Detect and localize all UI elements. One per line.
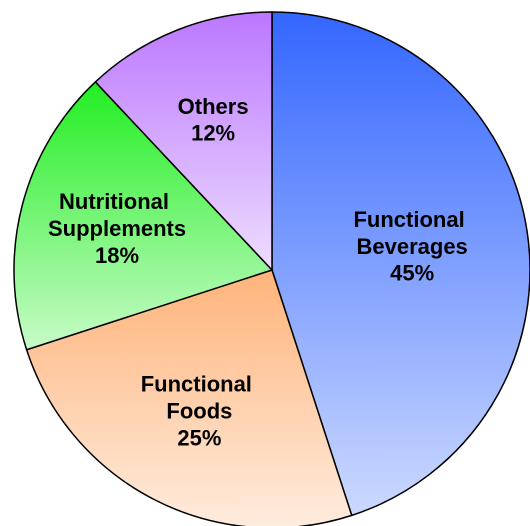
value-label: 12% [191, 121, 235, 146]
slice-label: Functional Beverages [353, 207, 470, 259]
pie-slice [25, 269, 353, 526]
slice-label: Others [178, 94, 249, 119]
value-label: 25% [177, 425, 221, 450]
pie-slice [13, 80, 274, 351]
pie-slice [94, 11, 273, 272]
pie-slice [271, 11, 530, 517]
value-label: 45% [390, 261, 434, 286]
value-label: 18% [95, 243, 139, 268]
slice-label: Functional Foods [141, 371, 258, 423]
slice-label: Nutritional Supplements [48, 189, 186, 241]
